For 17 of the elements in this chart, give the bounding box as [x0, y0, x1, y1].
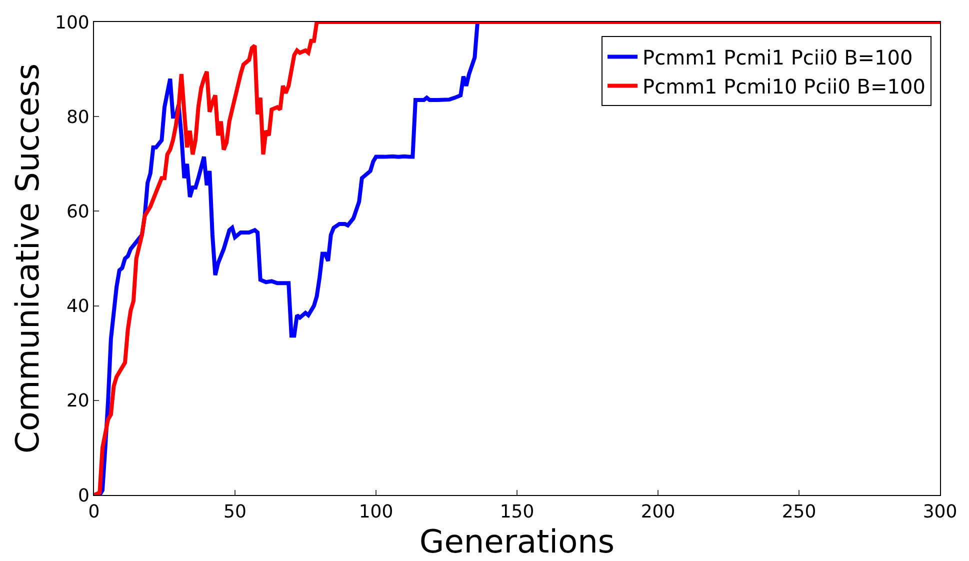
x-tick-label: 100: [358, 502, 394, 523]
y-tick-label: 80: [66, 106, 90, 128]
y-axis-title: Communicative Success: [8, 64, 46, 454]
x-tick-label: 50: [224, 502, 246, 523]
y-tick-label: 100: [55, 12, 90, 34]
legend-label: Pcmm1 Pcmi1 Pcii0 B=100: [642, 45, 913, 70]
x-tick-label: 300: [922, 502, 958, 523]
legend-label: Pcmm1 Pcmi10 Pcii0 B=100: [642, 74, 926, 98]
y-tick-label: 20: [66, 390, 90, 412]
line-series: [94, 22, 940, 495]
x-tick-label: 250: [782, 502, 816, 523]
x-tick-label: 200: [640, 502, 676, 523]
x-tick-label: 150: [500, 502, 534, 523]
y-tick-label: 60: [66, 202, 90, 222]
x-axis-title: Generations: [419, 522, 615, 561]
y-tick-label: 0: [78, 485, 90, 506]
y-tick-label: 40: [66, 296, 90, 318]
